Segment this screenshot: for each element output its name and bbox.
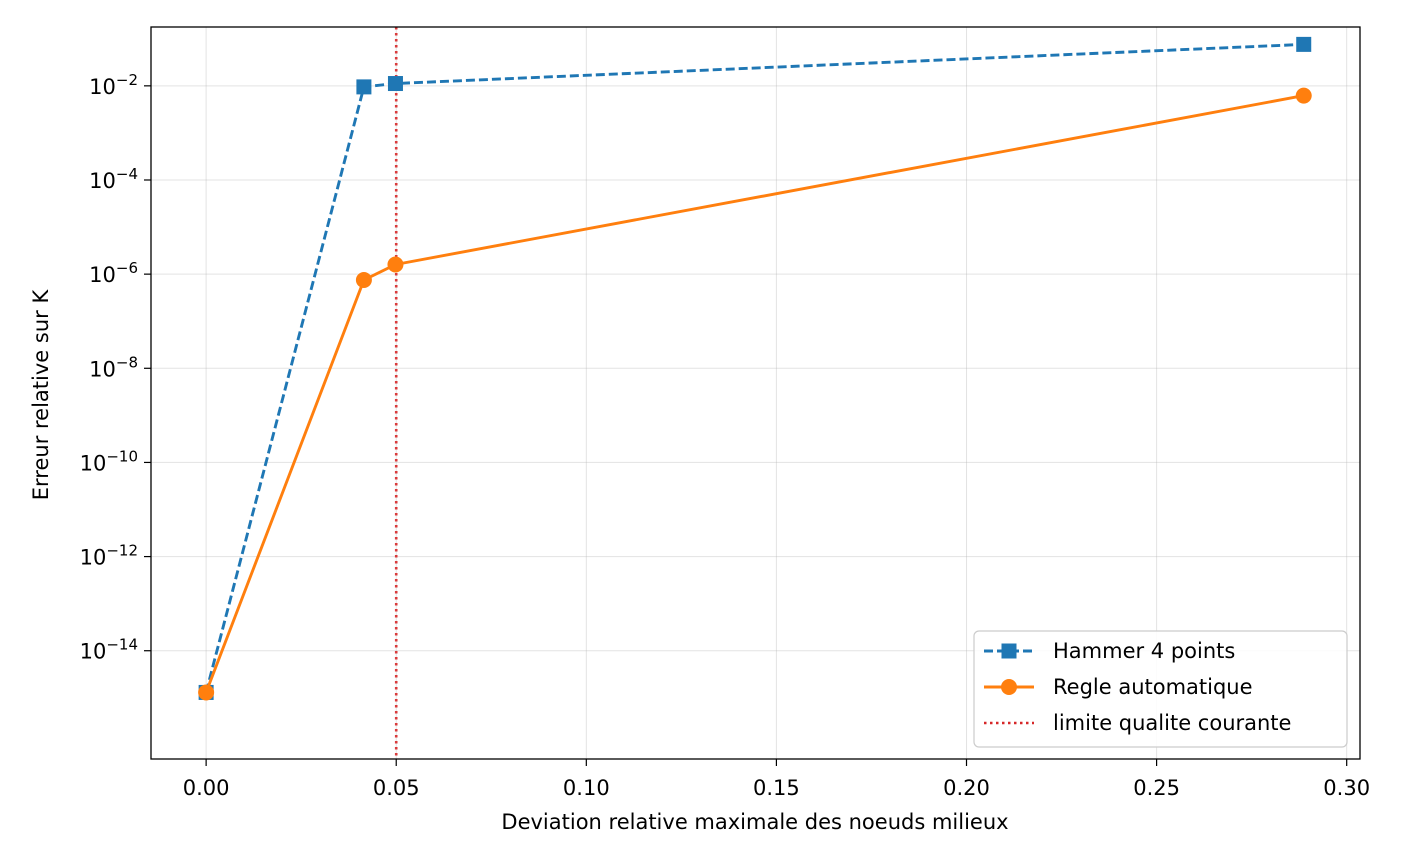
y-axis: 10−2 10−4 10−6 10−8 10−10 10−12 10−14 xyxy=(80,71,151,664)
data-point-marker xyxy=(1296,36,1312,52)
y-tick-label: 10−6 xyxy=(89,259,138,287)
x-axis-label: Deviation relative maximale des noeuds m… xyxy=(501,810,1008,834)
y-tick-label: 10−2 xyxy=(89,71,138,99)
data-point-marker xyxy=(355,272,372,289)
legend-box xyxy=(973,630,1348,748)
legend: Hammer 4 points Regle automatique limite q… xyxy=(973,630,1348,748)
y-axis-label: Erreur relative sur K xyxy=(29,289,53,501)
y-tick-label: 10−12 xyxy=(80,542,138,570)
plot-frame xyxy=(150,26,1361,760)
y-tick-label: 10−14 xyxy=(80,636,138,664)
data-series xyxy=(198,36,1312,701)
data-point-marker xyxy=(387,76,403,92)
grid xyxy=(151,27,1360,759)
legend-label: Regle automatique xyxy=(1053,675,1253,699)
data-point-marker xyxy=(1001,643,1017,659)
x-tick-label: 0.15 xyxy=(753,776,800,800)
data-point-marker xyxy=(387,256,404,273)
legend-item: Regle automatique xyxy=(984,675,1253,699)
legend-item: limite qualite courante xyxy=(984,711,1291,735)
y-tick-label: 10−4 xyxy=(89,165,138,193)
y-tick-label: 10−8 xyxy=(89,353,138,381)
legend-label: Hammer 4 points xyxy=(1053,639,1235,663)
x-tick-label: 0.05 xyxy=(373,776,420,800)
series-group xyxy=(198,87,1312,701)
data-point-marker xyxy=(198,684,215,701)
data-point-marker xyxy=(356,79,372,95)
legend-item: Hammer 4 points xyxy=(984,639,1235,663)
data-point-marker xyxy=(1001,679,1017,695)
x-axis: 0.00 0.05 0.10 0.15 0.20 0.25 0.30 xyxy=(183,759,1370,800)
y-tick-label: 10−10 xyxy=(80,447,138,475)
series-line xyxy=(204,42,1304,693)
data-point-marker xyxy=(1295,87,1312,104)
x-tick-label: 0.30 xyxy=(1323,776,1370,800)
series-line xyxy=(204,94,1304,693)
x-tick-label: 0.20 xyxy=(943,776,990,800)
x-tick-label: 0.00 xyxy=(183,776,230,800)
x-tick-label: 0.10 xyxy=(563,776,610,800)
x-tick-label: 0.25 xyxy=(1133,776,1180,800)
legend-label: limite qualite courante xyxy=(1053,711,1291,735)
